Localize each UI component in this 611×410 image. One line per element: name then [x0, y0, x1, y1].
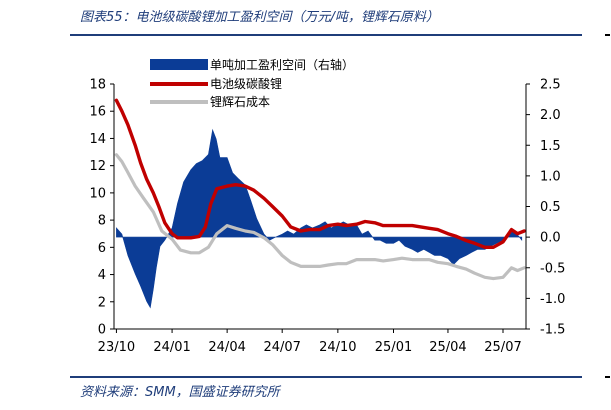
left-tick-label: 12 [89, 159, 106, 174]
left-tick-label: 10 [89, 186, 106, 201]
right-tick-label: -1.0 [540, 292, 565, 307]
x-tick-label: 25/01 [375, 340, 412, 355]
profit-area-layer [116, 128, 523, 309]
legend-label-carbonate: 电池级碳酸锂 [210, 76, 282, 91]
line-layer [114, 98, 526, 281]
x-tick-label: 24/10 [319, 340, 356, 355]
left-tick-label: 6 [98, 241, 106, 256]
left-tick-label: 2 [98, 295, 106, 310]
top-rule [70, 34, 582, 36]
x-tick-label: 25/04 [429, 340, 466, 355]
x-tick-label: 23/10 [98, 340, 135, 355]
left-tick-label: 4 [98, 268, 106, 283]
right-tick-label: 1.5 [540, 139, 561, 154]
top-edge-mark [605, 34, 610, 36]
right-tick-label: 0.5 [540, 200, 561, 215]
legend: 单吨加工盈利空间（右轴） 电池级碳酸锂 锂辉石成本 [150, 57, 354, 109]
left-tick-label: 16 [89, 105, 106, 120]
left-tick-label: 14 [89, 132, 106, 147]
legend-label-profit: 单吨加工盈利空间（右轴） [210, 57, 354, 72]
series-profit-area [116, 128, 523, 309]
left-tick-label: 0 [98, 323, 106, 338]
x-tick-label: 24/04 [208, 340, 245, 355]
source-note: 资料来源：SMM，国盛证券研究所 [80, 385, 280, 400]
right-tick-label: -1.5 [540, 323, 565, 338]
right-tick-label: 2.5 [540, 78, 561, 93]
x-tick-label: 24/01 [153, 340, 190, 355]
right-tick-label: 1.0 [540, 169, 561, 184]
x-tick-label: 25/07 [484, 340, 521, 355]
axes-layer: 0 2 4 6 8 10 12 14 16 18 -1.5 -1.0 -0.5 0.0 0.5 1.0 1.5 2… [89, 78, 565, 356]
left-tick-label: 18 [89, 78, 106, 93]
bottom-rule [70, 376, 582, 378]
right-tick-label: -0.5 [540, 261, 565, 276]
series-carbonate-line [114, 98, 526, 249]
legend-label-spodumene: 锂辉石成本 [210, 94, 270, 109]
legend-swatch-profit [150, 59, 208, 70]
right-tick-label: 0.0 [540, 231, 561, 246]
figure-title: 图表55：电池级碳酸锂加工盈利空间（万元/吨，锂辉石原料） [80, 10, 439, 25]
right-tick-label: 2.0 [540, 108, 561, 123]
left-tick-label: 8 [98, 214, 106, 229]
x-tick-label: 24/07 [263, 340, 300, 355]
series-spodumene-line [114, 153, 526, 281]
bottom-edge-mark [605, 376, 610, 378]
